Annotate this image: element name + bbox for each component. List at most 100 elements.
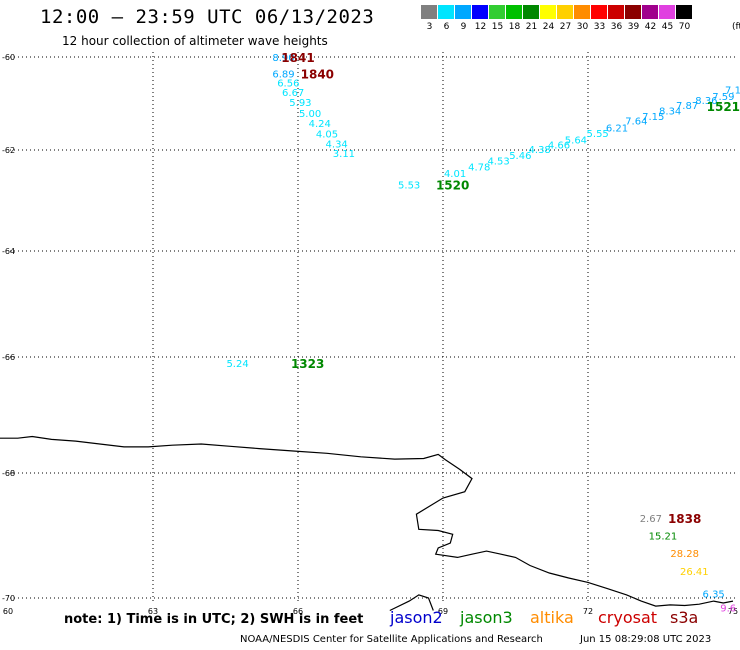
legend-unit: (ft): [732, 22, 740, 32]
antarctic-coastline: [0, 435, 734, 607]
legend-label: 12: [474, 22, 487, 32]
legend-swatch: [472, 5, 489, 19]
wave-height-value: 7.59: [712, 92, 734, 103]
x-tick-label: 69: [438, 607, 448, 616]
wave-height-value: 2.67: [640, 514, 662, 525]
legend-swatches: [421, 5, 693, 19]
footer-timestamp: Jun 15 08:29:08 UTC 2023: [580, 634, 712, 645]
legend-swatch: [591, 5, 608, 19]
footer-note: note: 1) Time is in UTC; 2) SWH is in fe…: [64, 612, 364, 627]
legend-swatch: [540, 5, 557, 19]
satellite-label-altika: altika: [530, 608, 574, 627]
legend-label: 33: [593, 22, 606, 32]
footer-credit: NOAA/NESDIS Center for Satellite Applica…: [240, 634, 543, 645]
pass-time-label: 1521: [707, 100, 740, 114]
legend-swatch: [659, 5, 676, 19]
satellite-label-jason3: jason3: [460, 608, 513, 627]
map-subtitle: 12 hour collection of altimeter wave hei…: [62, 34, 328, 48]
pass-time-label: 1840: [301, 67, 334, 81]
x-tick-label: 63: [148, 607, 158, 616]
wave-height-value: 15.21: [649, 532, 678, 543]
wave-height-value: 4.01: [444, 169, 466, 180]
wave-height-value: 6.89: [272, 69, 294, 80]
wave-height-value: 28.28: [670, 549, 699, 560]
pass-time-label: 1838: [668, 512, 701, 526]
wave-height-value: 4.05: [316, 129, 338, 140]
wave-height-value: 5.00: [299, 109, 321, 120]
legend-swatch: [557, 5, 574, 19]
wave-height-value: 7.87: [676, 101, 698, 112]
wave-height-value: 4.34: [326, 139, 348, 150]
wave-height-value: 8.90: [272, 53, 294, 64]
legend-label: 21: [525, 22, 538, 32]
legend-labels: 3 6 9 12 15 18 21 24 27 30 33 36 39 42 45 70: [421, 22, 693, 32]
wave-height-value: 5.24: [226, 359, 248, 370]
legend-swatch: [506, 5, 523, 19]
wave-height-value: 5.64: [565, 135, 587, 146]
wave-height-value: 4.66: [548, 140, 570, 151]
coastline-fragment: [389, 594, 434, 612]
wave-height-value: 7.1: [725, 86, 740, 97]
legend-label: 9: [460, 22, 467, 32]
y-tick-label: -64: [2, 247, 15, 256]
wave-height-value: 5.55: [587, 129, 609, 140]
coastline-layer: [0, 435, 734, 612]
satellite-label-s3a: s3a: [670, 608, 699, 627]
legend-swatch: [455, 5, 472, 19]
legend-swatch: [676, 5, 693, 19]
wave-height-value: 5.46: [509, 151, 531, 162]
wave-height-value: 6.67: [282, 88, 304, 99]
legend-label: 3: [426, 22, 433, 32]
wave-height-value: 3.11: [333, 149, 355, 160]
legend-label: 24: [542, 22, 555, 32]
wave-height-value: 4.38: [529, 145, 551, 156]
x-tick-label: 66: [293, 607, 303, 616]
legend-label: 39: [627, 22, 640, 32]
satellite-label-cryosat: cryosat: [598, 608, 658, 627]
wave-height-value: 4.53: [487, 157, 509, 168]
legend-label: 18: [508, 22, 521, 32]
legend-label: 30: [576, 22, 589, 32]
legend-swatch: [438, 5, 455, 19]
wave-height-value: 4.78: [468, 163, 490, 174]
wave-height-value: 6.21: [606, 124, 628, 135]
y-tick-label: -68: [2, 469, 15, 478]
legend-swatch: [574, 5, 591, 19]
y-tick-label: -62: [2, 146, 15, 155]
x-tick-label: 60: [3, 607, 13, 616]
wave-height-value: 26.41: [680, 567, 709, 578]
map-title: 12:00 – 23:59 UTC 06/13/2023: [40, 6, 375, 28]
satellite-label-jason2: jason2: [390, 608, 443, 627]
y-tick-label: -60: [2, 53, 15, 62]
wave-height-value: 6.56: [277, 79, 299, 90]
legend-swatch: [489, 5, 506, 19]
legend-label: 15: [491, 22, 504, 32]
tick-layer: 60 63 66 69 72 75 -60 -62 -64 -66 -68 -70: [2, 53, 738, 616]
wave-height-value: 4.24: [309, 119, 331, 130]
wave-height-value: 8.36: [695, 96, 717, 107]
pass-time-label: 1323: [291, 357, 324, 371]
legend-label: 70: [678, 22, 691, 32]
legend-swatch: [625, 5, 642, 19]
x-tick-label: 72: [583, 607, 593, 616]
legend-swatch: [523, 5, 540, 19]
legend-label: 45: [661, 22, 674, 32]
legend-label: 6: [443, 22, 450, 32]
pass-time-label: 1841: [281, 51, 314, 65]
grid-layer: [10, 52, 736, 603]
wave-height-value: 5.53: [398, 180, 420, 191]
y-tick-label: -66: [2, 353, 15, 362]
wave-height-value: 5.93: [289, 98, 311, 109]
wave-height-value: 6.35: [703, 590, 725, 601]
wave-height-value: 7.64: [625, 117, 647, 128]
x-tick-label: 75: [728, 607, 738, 616]
pass-time-label: 1520: [436, 178, 469, 192]
wave-height-value: 7.15: [642, 112, 664, 123]
legend-swatch: [642, 5, 659, 19]
y-tick-label: -70: [2, 594, 15, 603]
legend-swatch: [608, 5, 625, 19]
